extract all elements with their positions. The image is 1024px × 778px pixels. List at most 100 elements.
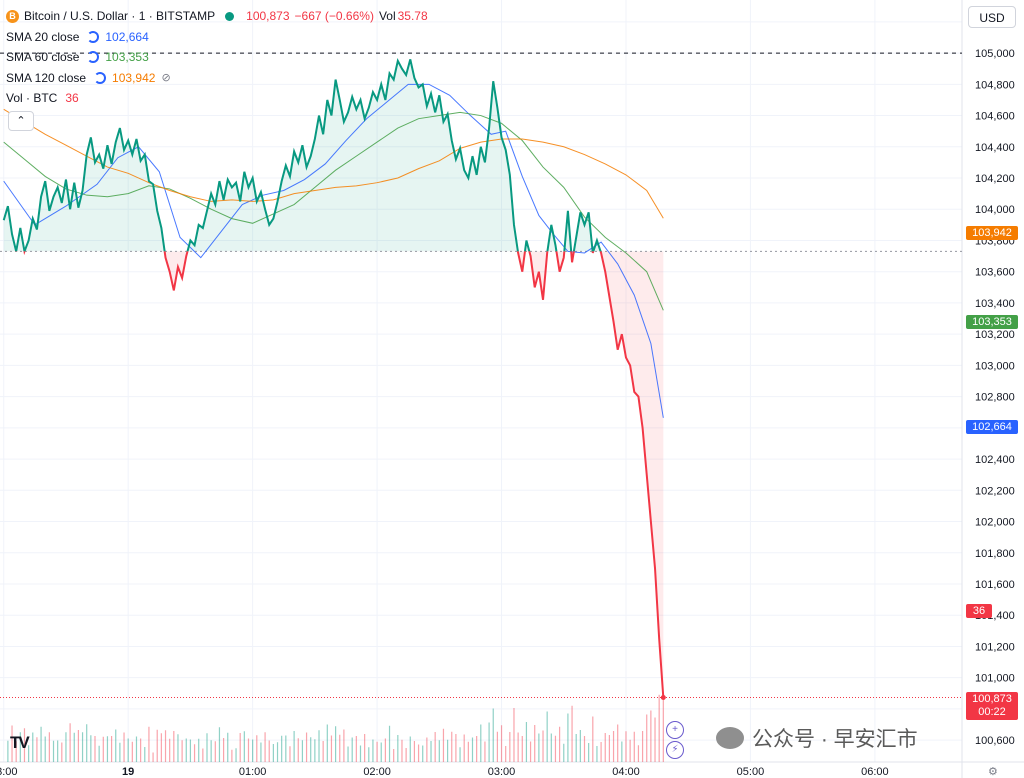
- y-tick-label: 101,200: [975, 641, 1015, 653]
- volume-bar: [459, 747, 461, 762]
- volume-bar: [467, 741, 469, 762]
- legend-sma20-row[interactable]: SMA 20 close 102,664: [6, 27, 428, 48]
- volume-bar: [492, 708, 494, 762]
- symbol-title: Bitcoin / U.S. Dollar · 1 · BITSTAMP: [24, 9, 216, 24]
- volume-bar: [305, 732, 308, 762]
- lightning-icon[interactable]: ⚡: [666, 741, 684, 759]
- legend-vol-row[interactable]: Vol · BTC 36: [6, 88, 428, 109]
- volume-bar: [488, 722, 490, 762]
- volume-bar: [57, 740, 59, 762]
- time-axis: 23:00 19 01:00 02:00 03:00 04:00 05:00 06:00: [0, 766, 889, 778]
- volume-bar: [44, 736, 46, 762]
- volume-bar: [480, 724, 482, 762]
- volume-bar: [185, 738, 187, 762]
- eye-off-icon[interactable]: ⊘: [161, 72, 171, 85]
- settings-icon[interactable]: ⚙: [988, 766, 998, 778]
- volume-bar: [77, 730, 80, 762]
- plus-icon[interactable]: +: [666, 721, 684, 739]
- legend-sma120-row[interactable]: SMA 120 close 103,942 ⊘: [6, 68, 428, 89]
- volume-bar: [193, 744, 196, 762]
- market-open-icon: [225, 11, 235, 21]
- volume-bar: [81, 732, 84, 762]
- volume-bar: [7, 740, 9, 762]
- volume-bar: [247, 738, 250, 762]
- sma120-line: [3, 108, 664, 219]
- volume-bar: [52, 740, 55, 762]
- volume-bar: [600, 742, 602, 762]
- x-tick-label: 02:00: [363, 766, 391, 778]
- volume-bar: [604, 733, 606, 762]
- price-area-fills: [0, 52, 962, 699]
- volume-bar: [372, 739, 374, 762]
- volume-bar: [534, 725, 536, 762]
- refresh-icon[interactable]: [94, 71, 107, 84]
- countdown-timer: 00:22: [978, 706, 1006, 718]
- volume-bar: [322, 741, 324, 762]
- volume-bar: [563, 743, 565, 762]
- volume-bar: [621, 741, 623, 762]
- volume-bar: [525, 722, 528, 762]
- vol-label: Vol: [378, 9, 396, 24]
- price-area-up: [3, 59, 601, 252]
- refresh-icon[interactable]: [87, 51, 100, 64]
- volume-bar: [612, 731, 615, 762]
- volume-bar: [318, 730, 320, 762]
- volume-bar: [272, 744, 274, 762]
- volume-bar: [571, 705, 573, 762]
- last-price-tag: 100,873 00:22: [966, 692, 1018, 720]
- vol-btc-label: Vol · BTC: [6, 91, 58, 106]
- y-tick-label: 101,800: [975, 548, 1015, 560]
- volume-bar: [181, 740, 183, 762]
- volume-bar: [268, 740, 270, 762]
- sma120-label: SMA 120 close: [6, 70, 87, 85]
- volume-bar: [98, 745, 100, 762]
- volume-bar: [198, 738, 200, 762]
- y-tick-label: 103,600: [975, 267, 1015, 279]
- currency-select[interactable]: USD: [968, 6, 1016, 28]
- volume-bar: [505, 746, 507, 762]
- tradingview-logo-icon[interactable]: TV: [10, 733, 30, 752]
- volume-bar: [152, 752, 154, 762]
- volume-bar: [264, 732, 266, 762]
- refresh-icon[interactable]: [87, 30, 100, 43]
- volume-bar: [596, 746, 598, 762]
- y-tick-label: 104,400: [975, 142, 1015, 154]
- volume-bar: [94, 736, 96, 762]
- volume-bar: [164, 730, 167, 762]
- volume-bar: [376, 741, 378, 762]
- legend-symbol-row[interactable]: B Bitcoin / U.S. Dollar · 1 · BITSTAMP 1…: [6, 6, 428, 27]
- volume-bar: [447, 739, 449, 762]
- volume-bar: [156, 729, 158, 762]
- volume-bar: [260, 742, 262, 762]
- volume-bar: [401, 739, 403, 762]
- volume-bar: [144, 747, 146, 762]
- volume-bar: [148, 726, 150, 762]
- volume-bar: [625, 731, 627, 762]
- volume-bar: [314, 739, 316, 762]
- volume-bar: [351, 737, 353, 762]
- volume-bar: [662, 699, 664, 762]
- volume-bar: [434, 732, 436, 762]
- volume-bar: [579, 730, 581, 762]
- watermark-text: 公众号 · 早安汇市: [752, 728, 918, 751]
- x-tick-label: 03:00: [488, 766, 516, 778]
- collapse-legend-button[interactable]: ⌃: [8, 111, 34, 131]
- volume-bar: [517, 732, 519, 762]
- volume-bar: [588, 743, 590, 762]
- volume-bar: [629, 739, 631, 762]
- y-tick-label: 104,800: [975, 79, 1015, 91]
- volume-bar: [106, 736, 109, 762]
- volume-bar: [281, 735, 283, 762]
- sma60-line: [3, 111, 664, 311]
- volume-bar: [438, 740, 440, 762]
- volume-bar: [65, 732, 67, 762]
- legend-sma60-row[interactable]: SMA 60 close 103,353: [6, 47, 428, 68]
- volume-bar: [654, 717, 656, 762]
- y-tick-label: 102,800: [975, 392, 1015, 404]
- sma60-price-tag: 103,353: [966, 315, 1018, 329]
- volume-bar: [69, 723, 71, 762]
- volume-bars: [7, 694, 664, 762]
- volume-bar: [347, 746, 349, 762]
